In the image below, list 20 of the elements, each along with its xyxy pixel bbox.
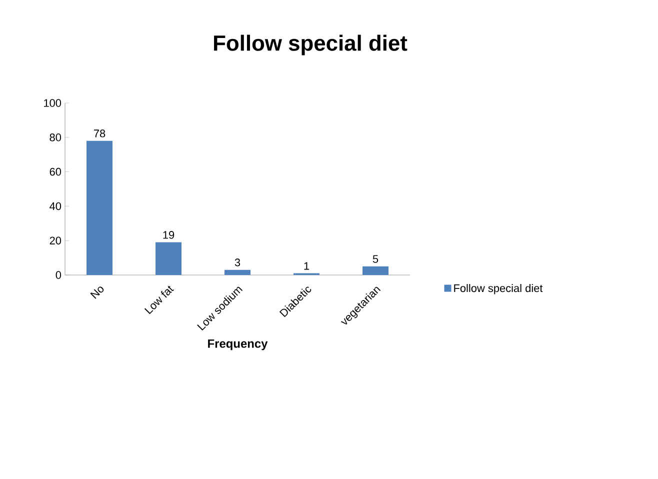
x-axis-title: Frequency (208, 339, 268, 350)
bar (86, 140, 113, 275)
y-tick-label: 80 (50, 134, 62, 142)
y-tick-label: 40 (50, 202, 62, 210)
x-tick-label: Low fat (144, 286, 174, 314)
data-label: 3 (234, 258, 240, 266)
bar (224, 270, 251, 275)
y-tick-label: 20 (50, 236, 62, 244)
y-tick-label: 0 (56, 271, 62, 279)
data-label: 5 (372, 255, 378, 263)
bar (156, 242, 182, 275)
data-label: 1 (304, 262, 310, 270)
legend-label: Follow special diet (454, 284, 543, 294)
chart-title: Follow special diet (214, 34, 408, 56)
data-label: 78 (94, 130, 106, 138)
y-tick-label: 60 (50, 168, 62, 176)
data-label: 19 (163, 231, 174, 239)
y-tick-label: 100 (44, 99, 62, 107)
x-tick-label: No (90, 286, 104, 299)
bar (362, 266, 389, 275)
